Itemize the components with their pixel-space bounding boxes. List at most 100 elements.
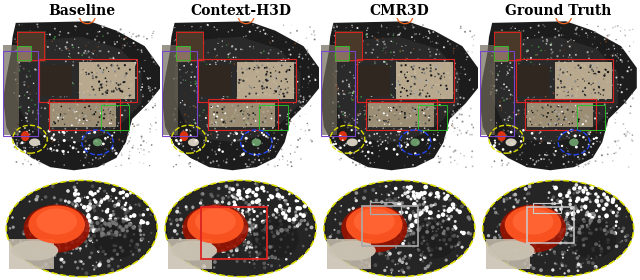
Point [92, 109, 102, 114]
Point [591, 71, 601, 76]
Point [296, 219, 307, 223]
Point [278, 157, 288, 162]
Point [374, 154, 384, 158]
Point [75, 227, 85, 231]
Point [99, 197, 109, 201]
Point [239, 70, 250, 75]
Point [129, 124, 140, 129]
Point [380, 122, 390, 126]
Point [233, 138, 243, 143]
Point [218, 94, 228, 98]
Point [556, 105, 566, 109]
Point [355, 112, 365, 116]
Point [562, 225, 572, 230]
Point [443, 39, 453, 44]
Point [81, 223, 92, 227]
Point [58, 218, 68, 223]
Point [137, 213, 147, 218]
Point [12, 143, 22, 148]
Point [300, 204, 310, 209]
Point [124, 86, 134, 91]
Point [121, 214, 131, 219]
Point [15, 52, 25, 57]
Ellipse shape [36, 209, 77, 235]
Point [57, 69, 67, 74]
Point [241, 200, 251, 205]
Point [588, 42, 598, 46]
Point [239, 243, 249, 248]
Point [383, 224, 393, 228]
Point [283, 72, 293, 76]
Point [193, 75, 204, 80]
Point [148, 91, 158, 95]
Point [364, 104, 374, 108]
Point [420, 217, 431, 222]
Point [365, 141, 375, 145]
Point [76, 221, 86, 225]
Point [402, 71, 412, 76]
Point [492, 88, 502, 93]
Point [250, 232, 260, 237]
Point [557, 68, 568, 72]
Point [42, 32, 52, 37]
Point [568, 71, 579, 75]
Point [8, 225, 19, 229]
Point [579, 118, 589, 122]
Point [562, 193, 572, 198]
Point [108, 188, 118, 192]
Point [559, 271, 570, 276]
Point [582, 113, 593, 117]
Point [394, 117, 404, 122]
Point [337, 64, 347, 69]
Point [572, 183, 582, 187]
Point [463, 129, 473, 133]
Point [420, 159, 430, 163]
Point [421, 79, 431, 83]
Point [412, 113, 422, 117]
Point [79, 228, 90, 232]
Point [236, 47, 246, 52]
Point [82, 72, 92, 76]
Point [552, 224, 563, 228]
Point [420, 89, 430, 93]
Point [377, 192, 387, 197]
Point [385, 225, 395, 230]
Point [574, 34, 584, 38]
Point [431, 229, 442, 234]
Point [361, 50, 371, 55]
Point [452, 254, 463, 258]
Point [536, 48, 547, 53]
Point [524, 109, 534, 114]
Point [250, 136, 260, 141]
Point [117, 206, 127, 210]
Point [199, 138, 209, 143]
Point [364, 264, 374, 268]
Point [569, 109, 579, 114]
Point [570, 104, 580, 108]
Point [544, 158, 554, 162]
Point [130, 43, 140, 48]
Point [563, 77, 573, 81]
Point [387, 268, 397, 272]
Point [143, 76, 153, 81]
Point [549, 213, 559, 217]
Point [244, 164, 254, 169]
Point [135, 227, 145, 231]
Point [81, 114, 91, 118]
Point [286, 143, 296, 148]
Point [177, 130, 188, 134]
Point [70, 260, 81, 264]
Point [401, 232, 412, 237]
Point [307, 225, 317, 230]
Point [89, 48, 99, 53]
Point [17, 118, 27, 122]
Point [225, 237, 236, 242]
Point [244, 157, 254, 162]
Point [87, 85, 97, 89]
Point [64, 64, 74, 69]
Point [532, 92, 543, 97]
Point [74, 236, 84, 241]
Point [304, 74, 314, 79]
Point [262, 64, 273, 68]
Point [403, 155, 413, 159]
